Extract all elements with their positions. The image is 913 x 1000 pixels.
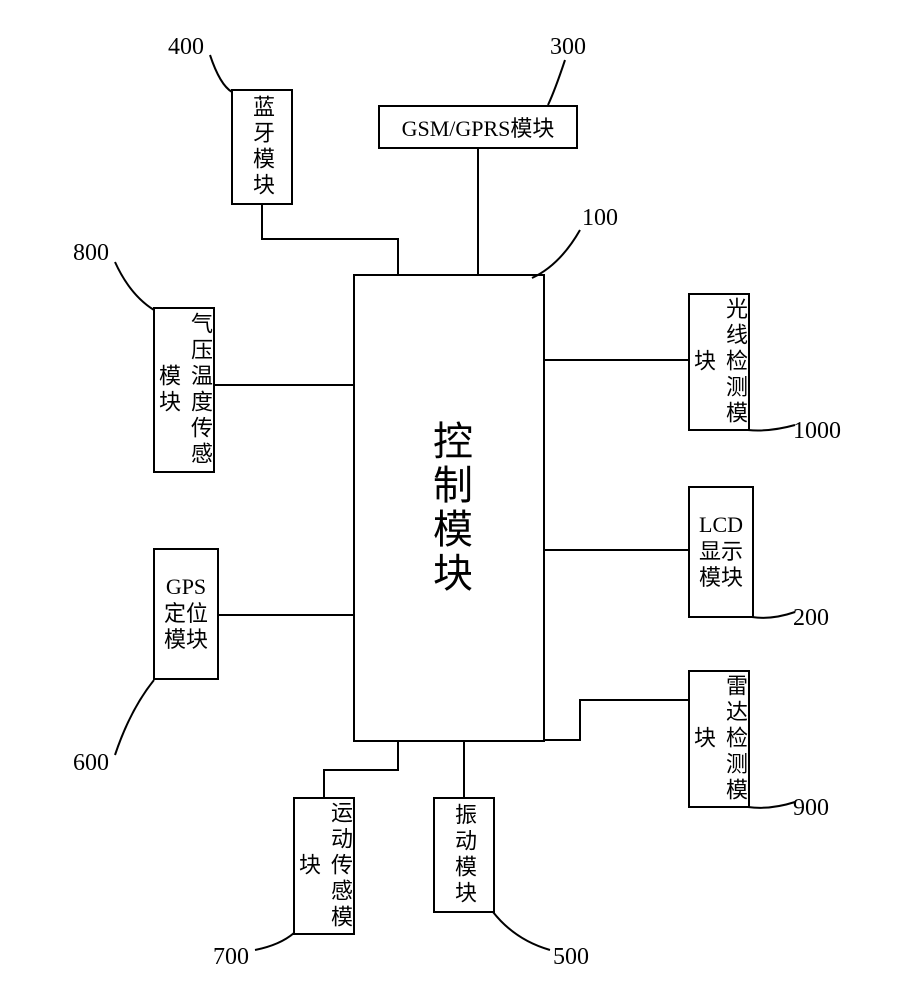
lcd-text-3: 模块 [699,565,743,591]
arc-700 [255,933,294,950]
pressure-ref-label: 800 [73,240,109,267]
vibration-module-box: 振动模块 [433,797,495,913]
gps-text-1: GPS [166,574,206,600]
bluetooth-module-label: 蓝牙模块 [246,95,278,199]
bluetooth-ref-label: 400 [168,34,204,61]
control-ref-label: 100 [582,205,618,232]
motion-module-label: 运动传感模块 [292,799,356,933]
gsm-module-label: GSM/GPRS模块 [402,111,555,143]
conn-motion [324,742,398,797]
radar-ref-label: 900 [793,795,829,822]
bluetooth-module-box: 蓝牙模块 [231,89,293,205]
lcd-ref-label: 200 [793,605,829,632]
lcd-module-box: LCD 显示 模块 [688,486,754,618]
conn-radar [545,700,688,740]
arc-400 [210,55,232,92]
motion-module-box: 运动传感模块 [293,797,355,935]
lcd-text-1: LCD [699,512,743,538]
arc-200 [752,612,795,618]
lcd-text-2: 显示 [699,539,743,565]
pressure-module-label: 气压温度传感模块 [152,309,216,471]
gps-ref-label: 600 [73,750,109,777]
motion-ref-label: 700 [213,944,249,971]
arc-800 [115,262,154,310]
vibration-ref-label: 500 [553,944,589,971]
conn-bluetooth [262,205,398,274]
control-module-box: 控制模块 [353,274,545,742]
arc-500 [493,912,550,950]
gps-text-3: 模块 [164,627,208,653]
gps-module-box: GPS 定位 模块 [153,548,219,680]
arc-100 [532,230,580,278]
pressure-module-box: 气压温度传感模块 [153,307,215,473]
gsm-ref-label: 300 [550,34,586,61]
radar-module-label: 雷达检测模块 [687,672,751,806]
arc-600 [115,680,154,755]
gps-text-2: 定位 [164,601,208,627]
radar-module-box: 雷达检测模块 [688,670,750,808]
control-module-label: 控制模块 [420,420,478,596]
light-module-box: 光线检测模块 [688,293,750,431]
light-module-label: 光线检测模块 [687,295,751,429]
arc-300 [548,60,565,105]
arc-1000 [748,425,795,430]
vibration-module-label: 振动模块 [448,803,480,907]
arc-900 [748,802,795,808]
gsm-module-box: GSM/GPRS模块 [378,105,578,149]
light-ref-label: 1000 [793,418,841,445]
